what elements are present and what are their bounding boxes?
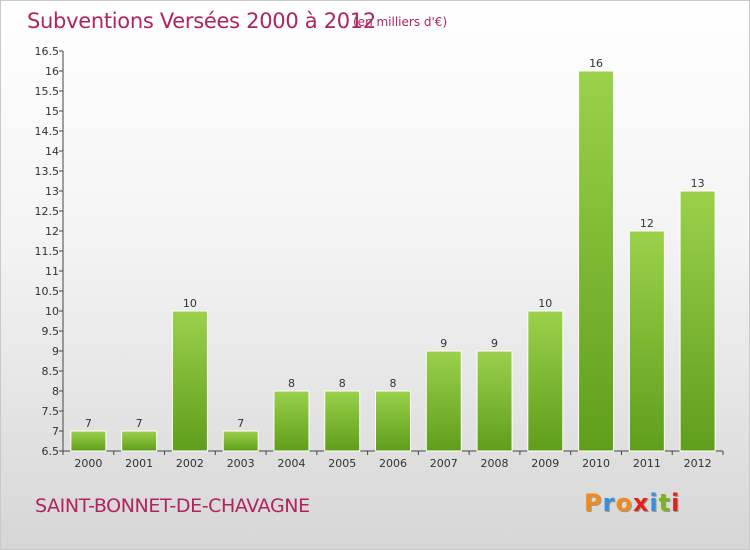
bar-value-label: 16	[589, 57, 603, 70]
bar-value-label: 13	[691, 177, 705, 190]
bar-value-label: 8	[288, 377, 295, 390]
y-tick-label: 8.5	[42, 365, 60, 378]
y-tick-label: 14	[45, 145, 59, 158]
bars: 7 7 10 7 8 8 8 9 9 10 16 12 13	[70, 57, 716, 452]
bar-value-label: 10	[538, 297, 552, 310]
y-tick-label: 9	[52, 345, 59, 358]
bar	[324, 390, 361, 452]
bar-value-label: 8	[339, 377, 346, 390]
bar	[527, 310, 564, 452]
logo-letter: P	[584, 489, 603, 517]
bar	[222, 430, 259, 452]
y-tick-label: 13	[45, 185, 59, 198]
bar	[679, 190, 716, 452]
y-tick-label: 16	[45, 65, 59, 78]
x-tick-label: 2009	[531, 457, 559, 470]
y-tick-label: 16.5	[35, 45, 60, 58]
chart-title: Subventions Versées 2000 à 2012	[27, 9, 376, 33]
x-tick-label: 2012	[684, 457, 712, 470]
x-tick-label: 2007	[430, 457, 458, 470]
x-tick-label: 2002	[176, 457, 204, 470]
y-axis: 6.5 7 7.5 8 8.5 9 9.5 10 10.5 11 11.5 12 12.5 13 13.5 1…	[35, 45, 64, 458]
y-tick-label: 9.5	[42, 325, 60, 338]
x-tick-label: 2001	[125, 457, 153, 470]
bar	[425, 350, 462, 452]
bar	[70, 430, 107, 452]
y-tick-label: 15.5	[35, 85, 60, 98]
bar-value-label: 8	[390, 377, 397, 390]
y-tick-label: 8	[52, 385, 59, 398]
y-tick-label: 10.5	[35, 285, 60, 298]
y-tick-label: 7	[52, 425, 59, 438]
y-tick-label: 14.5	[35, 125, 60, 138]
bar	[476, 350, 513, 452]
chart-unit: (en milliers d'€)	[353, 15, 448, 29]
bar-value-label: 9	[440, 337, 447, 350]
y-tick-label: 10	[45, 305, 59, 318]
commune-name: SAINT-BONNET-DE-CHAVAGNE	[35, 495, 310, 517]
bar-value-label: 10	[183, 297, 197, 310]
y-tick-label: 12	[45, 225, 59, 238]
x-tick-label: 2008	[481, 457, 509, 470]
x-axis: 2000 2001 2002 2003 2004 2005 2006 2007 2008 2009…	[62, 450, 724, 470]
bar	[628, 230, 665, 452]
y-tick-label: 6.5	[42, 445, 60, 458]
bar-value-label: 12	[640, 217, 654, 230]
y-tick-label: 7.5	[42, 405, 60, 418]
bar-value-label: 7	[85, 417, 92, 430]
bar-value-label: 7	[136, 417, 143, 430]
proxiti-logo[interactable]: Proxiti	[584, 489, 680, 517]
logo-letter: t	[658, 489, 672, 517]
bar-value-label: 9	[491, 337, 498, 350]
x-tick-label: 2010	[582, 457, 610, 470]
logo-letter: r	[602, 489, 616, 517]
bar	[273, 390, 310, 452]
x-tick-label: 2006	[379, 457, 407, 470]
logo-letter: i	[649, 489, 659, 517]
x-tick-label: 2005	[328, 457, 356, 470]
logo-letter: x	[632, 489, 650, 517]
logo-letter: i	[671, 489, 681, 517]
logo-letter: o	[615, 489, 633, 517]
y-tick-label: 12.5	[35, 205, 60, 218]
x-tick-label: 2004	[277, 457, 305, 470]
x-tick-label: 2003	[227, 457, 255, 470]
bar-value-label: 7	[237, 417, 244, 430]
y-tick-label: 15	[45, 105, 59, 118]
x-tick-label: 2000	[74, 457, 102, 470]
bar	[578, 70, 615, 452]
bar	[375, 390, 411, 452]
y-tick-label: 11	[45, 265, 59, 278]
x-tick-label: 2011	[633, 457, 661, 470]
bar	[121, 430, 158, 452]
y-tick-label: 11.5	[35, 245, 60, 258]
y-tick-label: 13.5	[35, 165, 60, 178]
bar	[171, 310, 208, 452]
